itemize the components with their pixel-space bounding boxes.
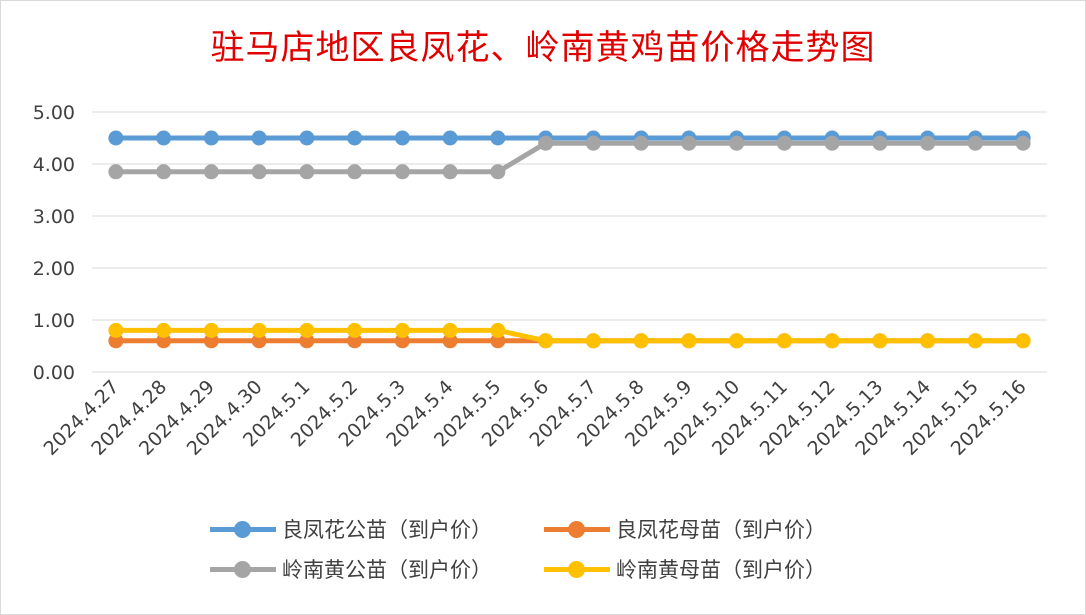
data-point-s3-16 xyxy=(872,333,888,349)
data-point-s3-9 xyxy=(538,333,554,349)
data-point-s1-3 xyxy=(251,333,267,349)
data-point-s1-2 xyxy=(203,333,219,349)
data-point-s0-2 xyxy=(203,130,219,146)
data-point-s3-4 xyxy=(299,322,315,338)
data-point-s3-5 xyxy=(347,322,363,338)
legend-label: 岭南黄公苗（到户价） xyxy=(282,558,492,582)
data-point-s2-12 xyxy=(681,135,697,151)
data-point-s1-5 xyxy=(347,333,363,349)
data-point-s3-8 xyxy=(490,322,506,338)
data-point-s2-0 xyxy=(108,164,124,180)
data-point-s2-18 xyxy=(967,135,983,151)
data-point-s3-15 xyxy=(824,333,840,349)
series-line-3 xyxy=(115,327,1024,344)
legend-swatch xyxy=(210,552,276,586)
legend-label: 良凤花公苗（到户价） xyxy=(282,518,492,542)
data-point-s1-0 xyxy=(108,333,124,349)
data-point-s0-5 xyxy=(347,130,363,146)
data-point-s3-13 xyxy=(729,333,745,349)
data-point-s0-7 xyxy=(442,130,458,146)
legend-swatch xyxy=(210,512,276,546)
data-point-s3-10 xyxy=(585,333,601,349)
data-point-s3-18 xyxy=(967,333,983,349)
data-point-s2-14 xyxy=(776,135,792,151)
data-point-s1-1 xyxy=(156,333,172,349)
legend-item-liangfenghua-female: 良凤花母苗（到户价） xyxy=(544,512,826,546)
data-point-s3-19 xyxy=(1015,333,1031,349)
data-point-s1-4 xyxy=(299,333,315,349)
data-point-s2-13 xyxy=(729,135,745,151)
series-line-2 xyxy=(115,140,1024,175)
data-point-s3-0 xyxy=(108,322,124,338)
data-point-s1-7 xyxy=(442,333,458,349)
data-point-s0-1 xyxy=(156,130,172,146)
y-tick-label: 4.00 xyxy=(33,154,75,176)
y-tick-label: 1.00 xyxy=(33,310,75,332)
legend-item-lingnanhuang-female: 岭南黄母苗（到户价） xyxy=(544,552,826,586)
data-point-s3-7 xyxy=(442,322,458,338)
y-tick-label: 2.00 xyxy=(33,258,75,280)
legend-item-liangfenghua-male: 良凤花公苗（到户价） xyxy=(210,512,492,546)
data-point-s2-1 xyxy=(156,164,172,180)
data-point-s2-6 xyxy=(394,164,410,180)
legend-label: 岭南黄母苗（到户价） xyxy=(616,558,826,582)
chart-title: 驻马店地区良凤花、岭南黄鸡苗价格走势图 xyxy=(210,28,876,68)
data-point-s2-16 xyxy=(872,135,888,151)
data-point-s0-6 xyxy=(394,130,410,146)
data-point-s2-3 xyxy=(251,164,267,180)
y-tick-label: 3.00 xyxy=(33,206,75,228)
data-point-s2-5 xyxy=(347,164,363,180)
data-point-s2-19 xyxy=(1015,135,1031,151)
data-point-s0-0 xyxy=(108,130,124,146)
y-tick-label: 5.00 xyxy=(33,102,75,124)
data-point-s3-11 xyxy=(633,333,649,349)
data-point-s2-17 xyxy=(920,135,936,151)
data-point-s2-11 xyxy=(633,135,649,151)
data-point-s2-7 xyxy=(442,164,458,180)
data-point-s3-3 xyxy=(251,322,267,338)
legend-label: 良凤花母苗（到户价） xyxy=(616,518,826,542)
data-point-s2-8 xyxy=(490,164,506,180)
legend-item-lingnanhuang-male: 岭南黄公苗（到户价） xyxy=(210,552,492,586)
data-point-s1-6 xyxy=(394,333,410,349)
data-point-s3-17 xyxy=(920,333,936,349)
data-point-s3-1 xyxy=(156,322,172,338)
data-point-s3-6 xyxy=(394,322,410,338)
data-point-s2-2 xyxy=(203,164,219,180)
data-point-s3-14 xyxy=(776,333,792,349)
data-point-s3-2 xyxy=(203,322,219,338)
data-point-s1-8 xyxy=(490,333,506,349)
data-point-s2-10 xyxy=(585,135,601,151)
data-point-s0-3 xyxy=(251,130,267,146)
data-point-s3-12 xyxy=(681,333,697,349)
legend-swatch xyxy=(544,552,610,586)
legend-swatch xyxy=(544,512,610,546)
data-point-s2-4 xyxy=(299,164,315,180)
data-point-s0-4 xyxy=(299,130,315,146)
y-tick-label: 0.00 xyxy=(33,362,75,384)
data-point-s2-9 xyxy=(538,135,554,151)
data-point-s2-15 xyxy=(824,135,840,151)
data-point-s0-8 xyxy=(490,130,506,146)
